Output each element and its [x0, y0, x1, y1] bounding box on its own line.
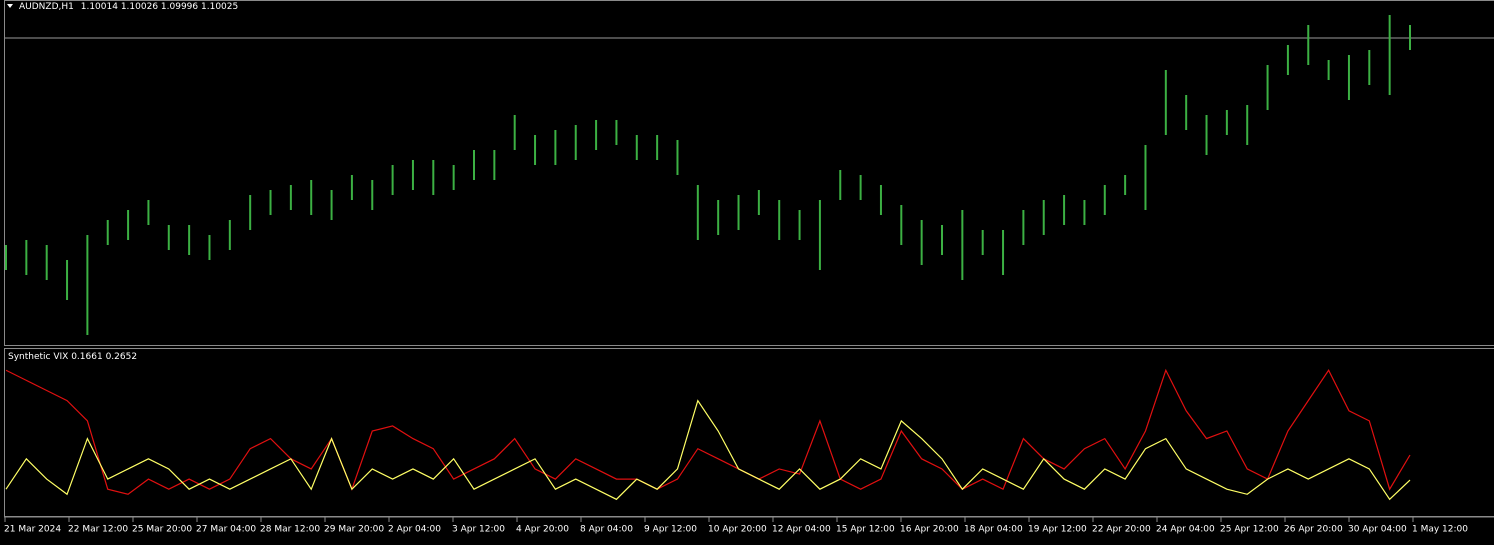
- time-label: 26 Apr 20:00: [1284, 525, 1343, 535]
- indicator-line: [5, 368, 1411, 495]
- collapse-icon[interactable]: [7, 4, 13, 8]
- time-label: 1 May 12:00: [1412, 525, 1468, 535]
- indicator-title: Synthetic VIX: [8, 352, 68, 362]
- time-label: 15 Apr 12:00: [836, 525, 895, 535]
- time-label: 22 Apr 20:00: [1092, 525, 1151, 535]
- price-header: AUDNZD,H1 1.10014 1.10026 1.09996 1.1002…: [19, 2, 238, 12]
- indicator-value: 0.1661: [71, 352, 103, 362]
- time-label: 3 Apr 12:00: [452, 525, 505, 535]
- indicator-value: 0.2652: [106, 352, 138, 362]
- time-label: 22 Mar 12:00: [68, 525, 128, 535]
- time-label: 25 Mar 20:00: [132, 525, 192, 535]
- time-label: 21 Mar 2024: [4, 525, 61, 535]
- time-label: 2 Apr 04:00: [388, 525, 441, 535]
- time-label: 25 Apr 12:00: [1220, 525, 1279, 535]
- indicator-header: Synthetic VIX 0.1661 0.2652: [8, 352, 137, 362]
- indicator-line: [5, 399, 1411, 501]
- time-label: 10 Apr 20:00: [708, 525, 767, 535]
- high: 1.10026: [121, 2, 158, 12]
- symbol: AUDNZD,H1: [19, 2, 74, 12]
- time-label: 27 Mar 04:00: [196, 525, 256, 535]
- time-label: 18 Apr 04:00: [964, 525, 1023, 535]
- time-label: 8 Apr 04:00: [580, 525, 633, 535]
- close: 1.10025: [201, 2, 238, 12]
- time-label: 16 Apr 20:00: [900, 525, 959, 535]
- price-panel: [4, 0, 1494, 346]
- time-label: 29 Mar 20:00: [324, 525, 384, 535]
- time-label: 28 Mar 12:00: [260, 525, 320, 535]
- time-label: 24 Apr 04:00: [1156, 525, 1215, 535]
- open: 1.10014: [81, 2, 118, 12]
- time-label: 12 Apr 04:00: [772, 525, 831, 535]
- time-label: 19 Apr 12:00: [1028, 525, 1087, 535]
- time-label: 4 Apr 20:00: [516, 525, 569, 535]
- low: 1.09996: [161, 2, 198, 12]
- time-label: 9 Apr 12:00: [644, 525, 697, 535]
- time-label: 30 Apr 04:00: [1348, 525, 1407, 535]
